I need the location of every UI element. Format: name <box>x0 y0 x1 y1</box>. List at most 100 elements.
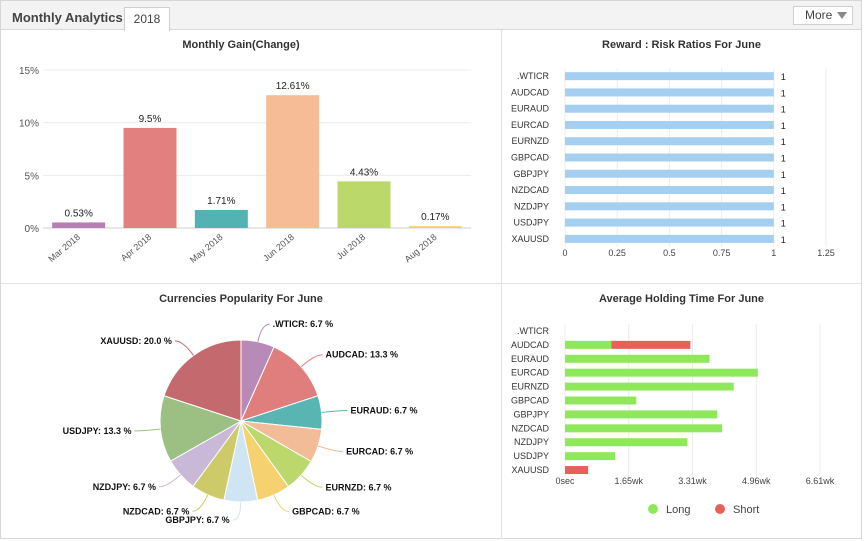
pie-label: .WTICR: 6.7 % <box>273 319 334 329</box>
legend-label-long: Long <box>666 504 690 516</box>
pie-connector <box>159 474 181 488</box>
hold-bar-long <box>565 396 637 405</box>
gain-ytick-label: 15% <box>19 66 39 77</box>
gain-data-label: 12.61% <box>276 81 310 92</box>
gain-ytick-label: 0% <box>25 224 40 235</box>
gain-data-label: 4.43% <box>350 167 378 178</box>
pie-label: EURAUD: 6.7 % <box>350 405 417 415</box>
pie-connector <box>300 474 323 488</box>
tab-2018[interactable]: 2018 <box>124 7 170 31</box>
hold-bar-long <box>565 452 616 461</box>
hold-bar-long <box>565 354 710 363</box>
legend-marker-long <box>648 504 658 514</box>
risk-data-label: 1 <box>781 186 786 196</box>
risk-category-label: GBPCAD <box>511 153 550 163</box>
gain-ytick-label: 10% <box>19 119 39 130</box>
risk-category-label: NZDCAD <box>512 185 550 195</box>
risk-bar <box>565 234 774 243</box>
risk-data-label: 1 <box>781 219 786 229</box>
popularity-pie-chart: .WTICR: 6.7 % AUDCAD: 13.3 % EURAUD: 6.7 %… <box>63 319 418 525</box>
hold-category-label: EURCAD <box>511 368 550 378</box>
risk-data-label: 1 <box>781 137 786 147</box>
pie-connector <box>232 501 242 521</box>
risk-data-label: 1 <box>781 154 786 164</box>
pie-connector <box>134 428 161 432</box>
caret-down-icon <box>837 12 847 19</box>
pie-label: NZDJPY: 6.7 % <box>93 482 156 492</box>
pie-label: USDJPY: 13.3 % <box>63 426 132 436</box>
pie-label: XAUUSD: 20.0 % <box>100 336 172 346</box>
more-button[interactable]: More <box>793 6 853 25</box>
legend-label-short: Short <box>733 504 759 516</box>
hold-category-label: EURAUD <box>511 354 550 364</box>
gain-bar <box>194 209 248 228</box>
pie-connector <box>321 409 348 413</box>
risk-bar <box>565 202 774 211</box>
pie-label: EURNZD: 6.7 % <box>326 482 392 492</box>
pie-connector <box>257 323 270 342</box>
hold-bar-long <box>565 438 688 447</box>
risk-data-label: 1 <box>781 202 786 212</box>
hold-bar-short <box>611 340 691 349</box>
hold-bar-long <box>565 382 734 391</box>
pie-connector <box>300 354 323 368</box>
risk-bar <box>565 104 774 113</box>
pie-label: EURCAD: 6.7 % <box>346 447 413 457</box>
hold-category-label: AUDCAD <box>511 340 550 350</box>
risk-category-label: EURCAD <box>511 120 550 130</box>
gain-ytick-label: 5% <box>25 171 40 182</box>
risk-category-label: NZDJPY <box>514 201 549 211</box>
hold-category-label: .WTICR <box>517 326 549 336</box>
risk-bar <box>565 169 774 178</box>
risk-bar <box>565 186 774 195</box>
gain-bar <box>123 127 177 228</box>
hold-bar-long <box>565 368 758 377</box>
risk-category-label: .WTICR <box>517 71 549 81</box>
widget-title: Monthly Analytics <box>12 10 123 25</box>
risk-ratio-title: Reward : Risk Ratios For June <box>602 39 761 51</box>
holding-time-title: Average Holding Time For June <box>598 293 765 305</box>
hold-bar-short <box>565 466 589 475</box>
risk-category-label: GBPJPY <box>513 169 549 179</box>
pie-label: NZDCAD: 6.7 % <box>123 506 190 516</box>
risk-bar <box>565 72 774 81</box>
gain-data-label: 1.71% <box>207 196 235 207</box>
risk-data-label: 1 <box>781 170 786 180</box>
pie-connector <box>192 494 209 512</box>
risk-category-label: AUDCAD <box>511 87 550 97</box>
hold-bar-long <box>565 424 723 433</box>
hold-category-label: GBPCAD <box>511 396 550 406</box>
gain-bar <box>337 181 391 228</box>
risk-data-label: 1 <box>781 121 786 131</box>
risk-data-label: 1 <box>781 235 786 245</box>
risk-bar <box>565 153 774 162</box>
monthly-gain-title: Monthly Gain(Change) <box>182 39 300 51</box>
more-button-label: More <box>805 8 833 22</box>
risk-data-label: 1 <box>781 88 786 98</box>
hold-bar-long <box>565 410 718 419</box>
pie-label: GBPCAD: 6.7 % <box>292 507 360 517</box>
risk-bar <box>565 88 774 97</box>
hold-bar-long <box>565 340 612 349</box>
pie-connector <box>273 494 290 513</box>
hold-category-label: USDJPY <box>513 451 549 461</box>
pie-connector <box>317 445 344 453</box>
risk-bar <box>565 218 774 227</box>
hold-category-label: NZDJPY <box>514 437 549 447</box>
risk-category-label: XAUUSD <box>511 234 549 244</box>
hold-category-label: GBPJPY <box>513 409 549 419</box>
hold-xtick-label: 4.96wk <box>742 476 771 486</box>
gain-bar <box>408 226 462 228</box>
vertical-divider <box>501 30 502 539</box>
gain-data-label: 0.17% <box>421 212 449 223</box>
pie-label: AUDCAD: 13.3 % <box>326 350 399 360</box>
risk-xtick-label: 0.25 <box>608 248 626 258</box>
widget-header: Monthly Analytics 2018 More <box>1 1 861 31</box>
hold-category-label: EURNZD <box>512 382 550 392</box>
hold-xtick-label: 6.61wk <box>806 476 835 486</box>
hold-category-label: NZDCAD <box>512 423 550 433</box>
popularity-title: Currencies Popularity For June <box>159 293 323 305</box>
